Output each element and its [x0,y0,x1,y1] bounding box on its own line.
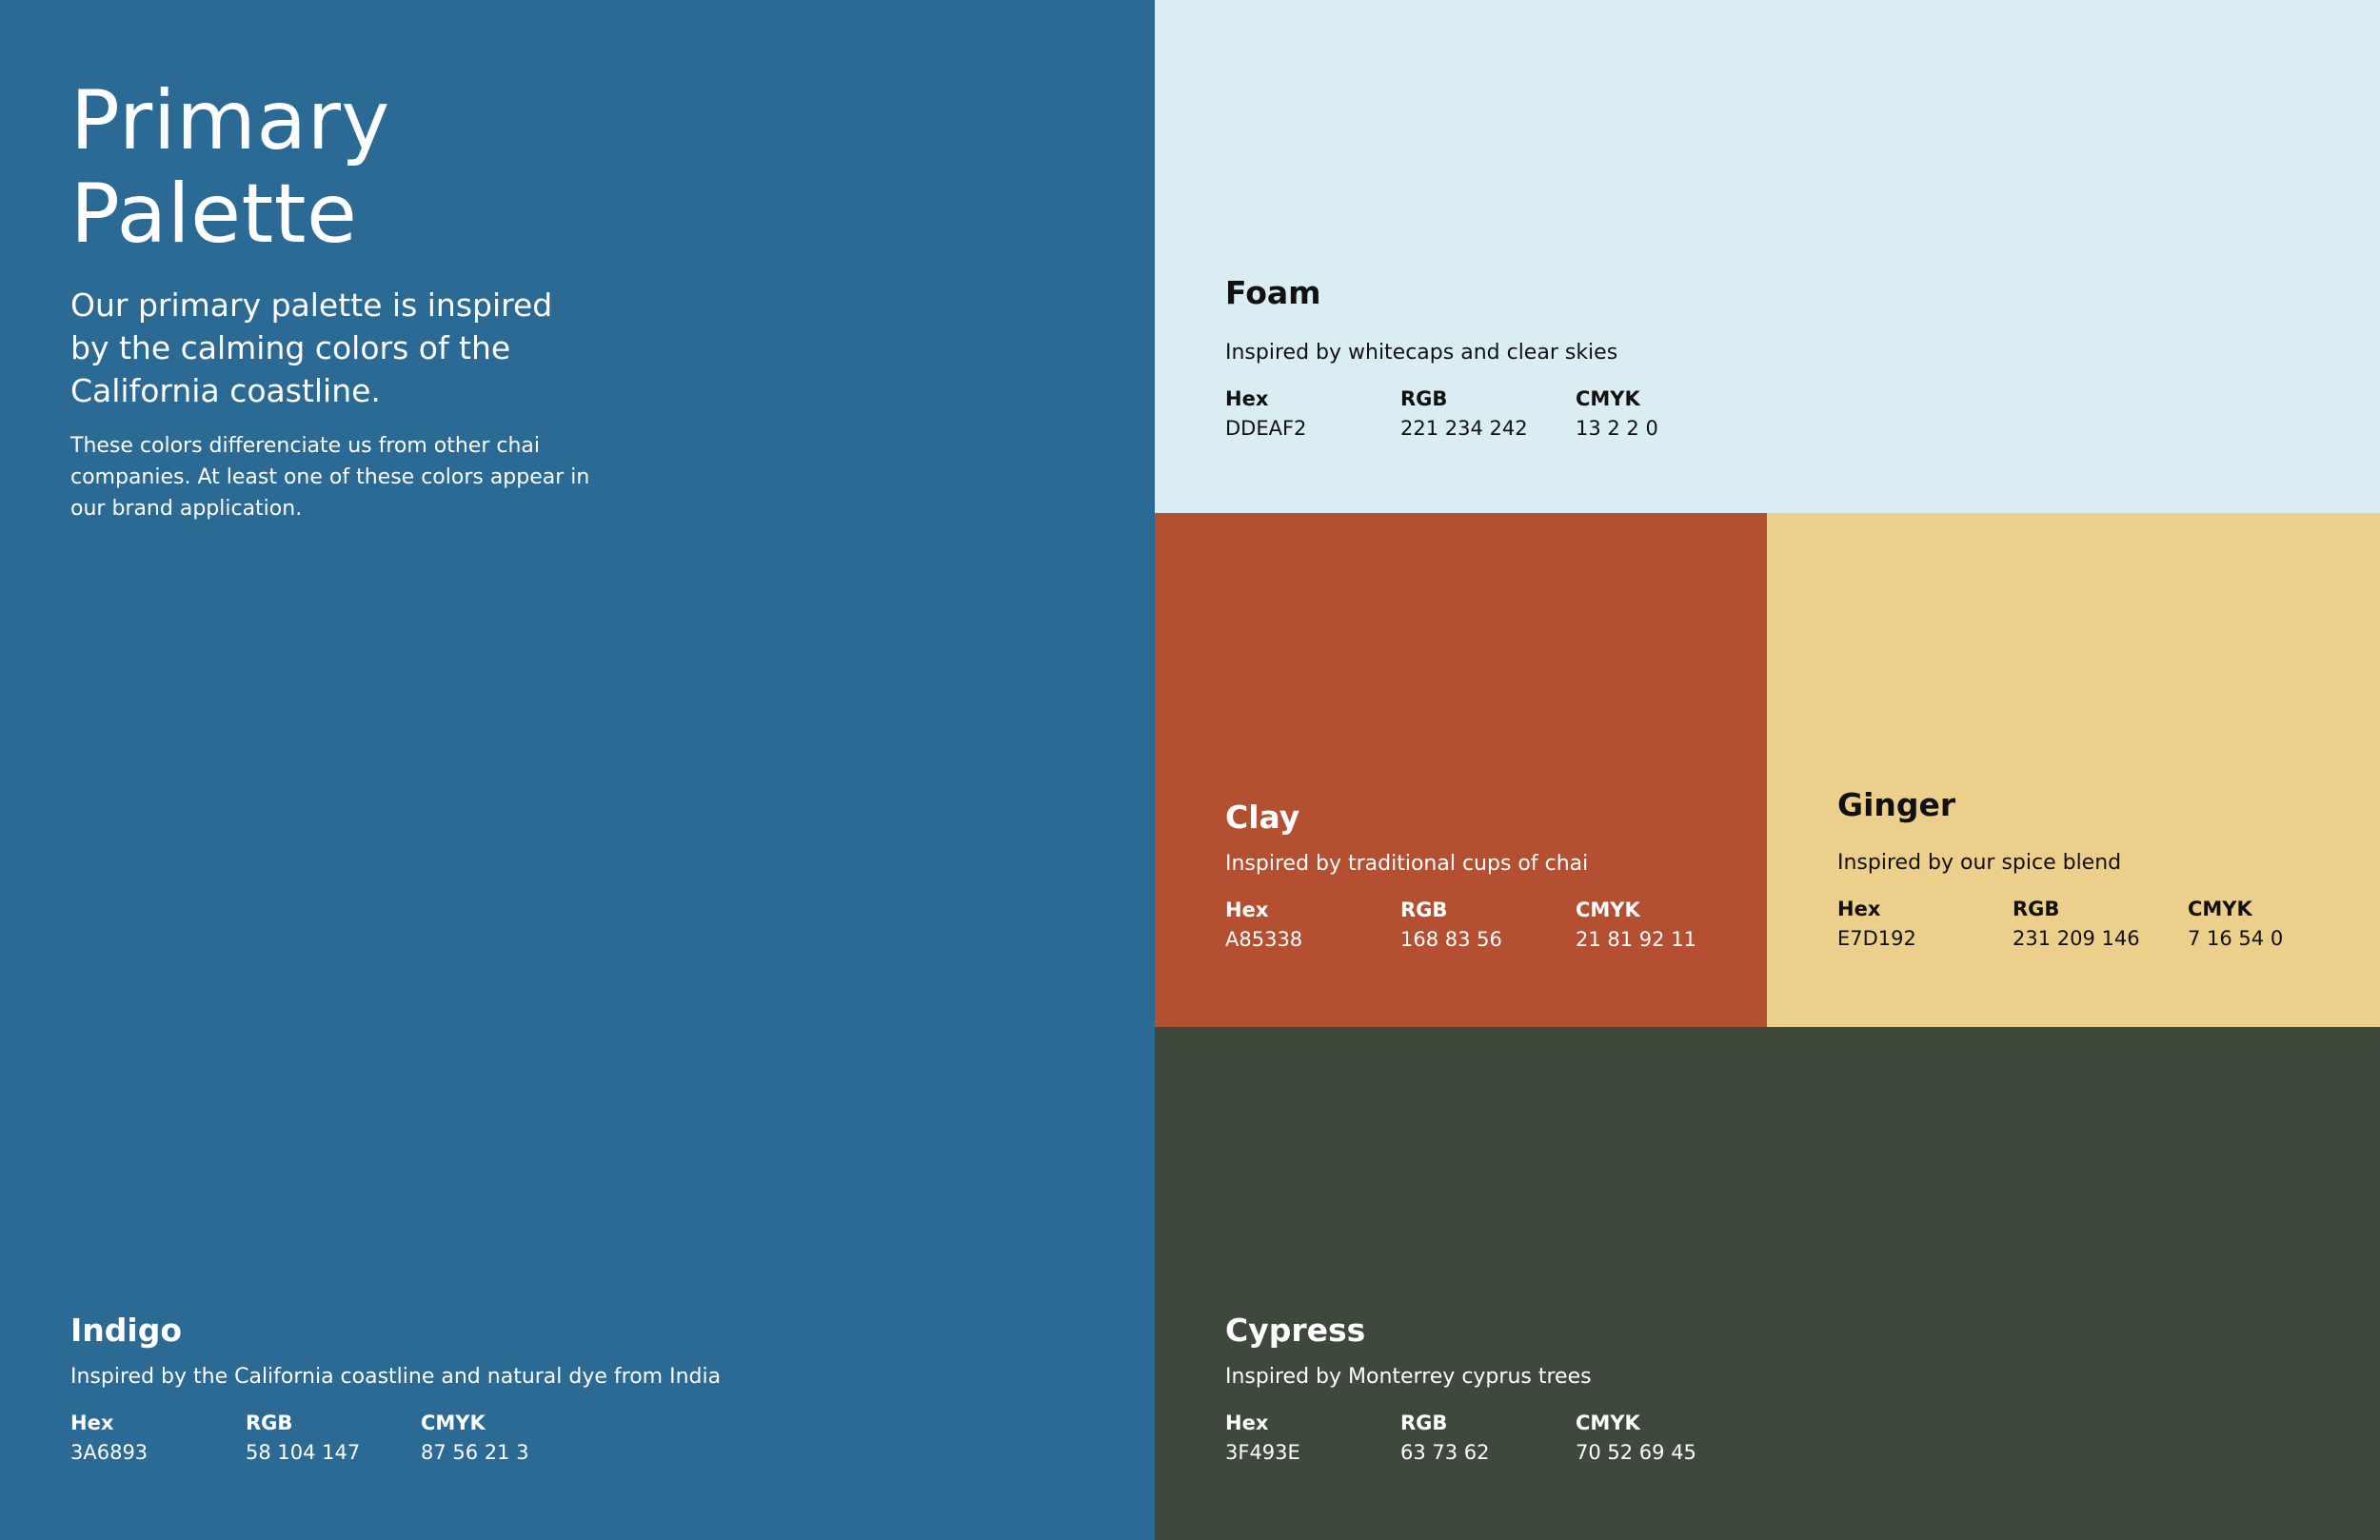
clay-name: Clay [1225,799,1300,836]
rgb-value: 63 73 62 [1400,1441,1490,1464]
cmyk-label: CMYK [421,1412,486,1434]
intro-body: These colors differenciate us from other… [70,434,590,521]
cypress-name: Cypress [1225,1312,1366,1349]
rgb-label: RGB [2013,898,2060,920]
ginger-description: Inspired by our spice blend [1837,851,2122,875]
indigo-name: Indigo [70,1312,182,1349]
foam-hex: Hex DDEAF2 [1225,385,1400,444]
indigo-description: Inspired by the California coastline and… [70,1365,722,1389]
clay-cmyk: CMYK 21 81 92 11 [1576,896,1751,955]
indigo-rgb: RGB 58 104 147 [246,1409,421,1468]
clay-rgb: RGB 168 83 56 [1400,896,1576,955]
rgb-label: RGB [1400,1412,1448,1434]
cmyk-value: 21 81 92 11 [1576,928,1696,951]
cmyk-label: CMYK [2188,898,2252,920]
indigo-hex: Hex 3A6893 [70,1409,246,1468]
cypress-cmyk: CMYK 70 52 69 45 [1576,1409,1751,1468]
indigo-swatch: Primary Palette Our primary palette is i… [0,0,1155,1540]
hex-value: 3A6893 [70,1441,149,1464]
clay-swatch: Clay Inspired by traditional cups of cha… [1155,513,1767,1027]
rgb-value: 168 83 56 [1400,928,1502,951]
cmyk-label: CMYK [1576,898,1640,921]
hex-label: Hex [1225,898,1269,921]
indigo-specs: Hex 3A6893 RGB 58 104 147 CMYK 87 56 21 … [70,1409,1118,1468]
ginger-rgb: RGB 231 209 146 [2013,895,2188,954]
cypress-description: Inspired by Monterrey cyprus trees [1225,1365,1592,1389]
rgb-value: 58 104 147 [246,1441,361,1464]
cmyk-label: CMYK [1576,387,1640,410]
ginger-cmyk: CMYK 7 16 54 0 [2188,895,2363,954]
hex-label: Hex [1225,387,1269,410]
indigo-info: Indigo Inspired by the California coastl… [70,1312,1118,1468]
clay-hex: Hex A85338 [1225,896,1400,955]
hex-value: 3F493E [1225,1441,1300,1464]
indigo-cmyk: CMYK 87 56 21 3 [421,1409,596,1468]
foam-cmyk: CMYK 13 2 2 0 [1576,385,1751,444]
foam-swatch: Foam Inspired by whitecaps and clear ski… [1155,0,2380,513]
rgb-label: RGB [1400,387,1448,410]
cypress-info: Cypress Inspired by Monterrey cyprus tre… [1225,1312,2272,1468]
ginger-hex: Hex E7D192 [1837,895,2013,954]
clay-specs: Hex A85338 RGB 168 83 56 CMYK 21 81 92 1… [1225,896,1758,955]
cmyk-value: 87 56 21 3 [421,1441,529,1464]
intro-lead: Our primary palette is inspired by the c… [70,286,553,409]
ginger-swatch: Ginger Inspired by our spice blend Hex E… [1767,513,2380,1027]
hex-value: DDEAF2 [1225,417,1307,440]
rgb-value: 231 209 146 [2013,927,2140,950]
rgb-value: 221 234 242 [1400,417,1528,440]
cmyk-value: 70 52 69 45 [1576,1441,1696,1464]
rgb-label: RGB [1400,898,1448,921]
cmyk-value: 7 16 54 0 [2188,927,2284,950]
cypress-specs: Hex 3F493E RGB 63 73 62 CMYK 70 52 69 45 [1225,1409,2272,1468]
hex-label: Hex [1225,1412,1269,1434]
hex-label: Hex [1837,898,1881,920]
rgb-label: RGB [246,1412,293,1434]
foam-rgb: RGB 221 234 242 [1400,385,1576,444]
cypress-hex: Hex 3F493E [1225,1409,1400,1468]
foam-specs: Hex DDEAF2 RGB 221 234 242 CMYK 13 2 2 0 [1225,385,2272,444]
hex-value: E7D192 [1837,927,1916,950]
ginger-info: Ginger Inspired by our spice blend Hex E… [1837,786,2370,954]
cypress-swatch: Cypress Inspired by Monterrey cyprus tre… [1155,1027,2380,1540]
clay-description: Inspired by traditional cups of chai [1225,852,1589,876]
foam-name: Foam [1225,274,1321,311]
cypress-rgb: RGB 63 73 62 [1400,1409,1576,1468]
cmyk-value: 13 2 2 0 [1576,417,1658,440]
cmyk-label: CMYK [1576,1412,1640,1434]
foam-description: Inspired by whitecaps and clear skies [1225,341,1618,365]
foam-info: Foam Inspired by whitecaps and clear ski… [1225,274,2272,444]
clay-info: Clay Inspired by traditional cups of cha… [1225,799,1758,955]
page-title: Primary Palette [70,73,390,262]
hex-label: Hex [70,1412,114,1434]
ginger-name: Ginger [1837,786,1956,823]
hex-value: A85338 [1225,928,1303,951]
ginger-specs: Hex E7D192 RGB 231 209 146 CMYK 7 16 54 … [1837,895,2370,954]
